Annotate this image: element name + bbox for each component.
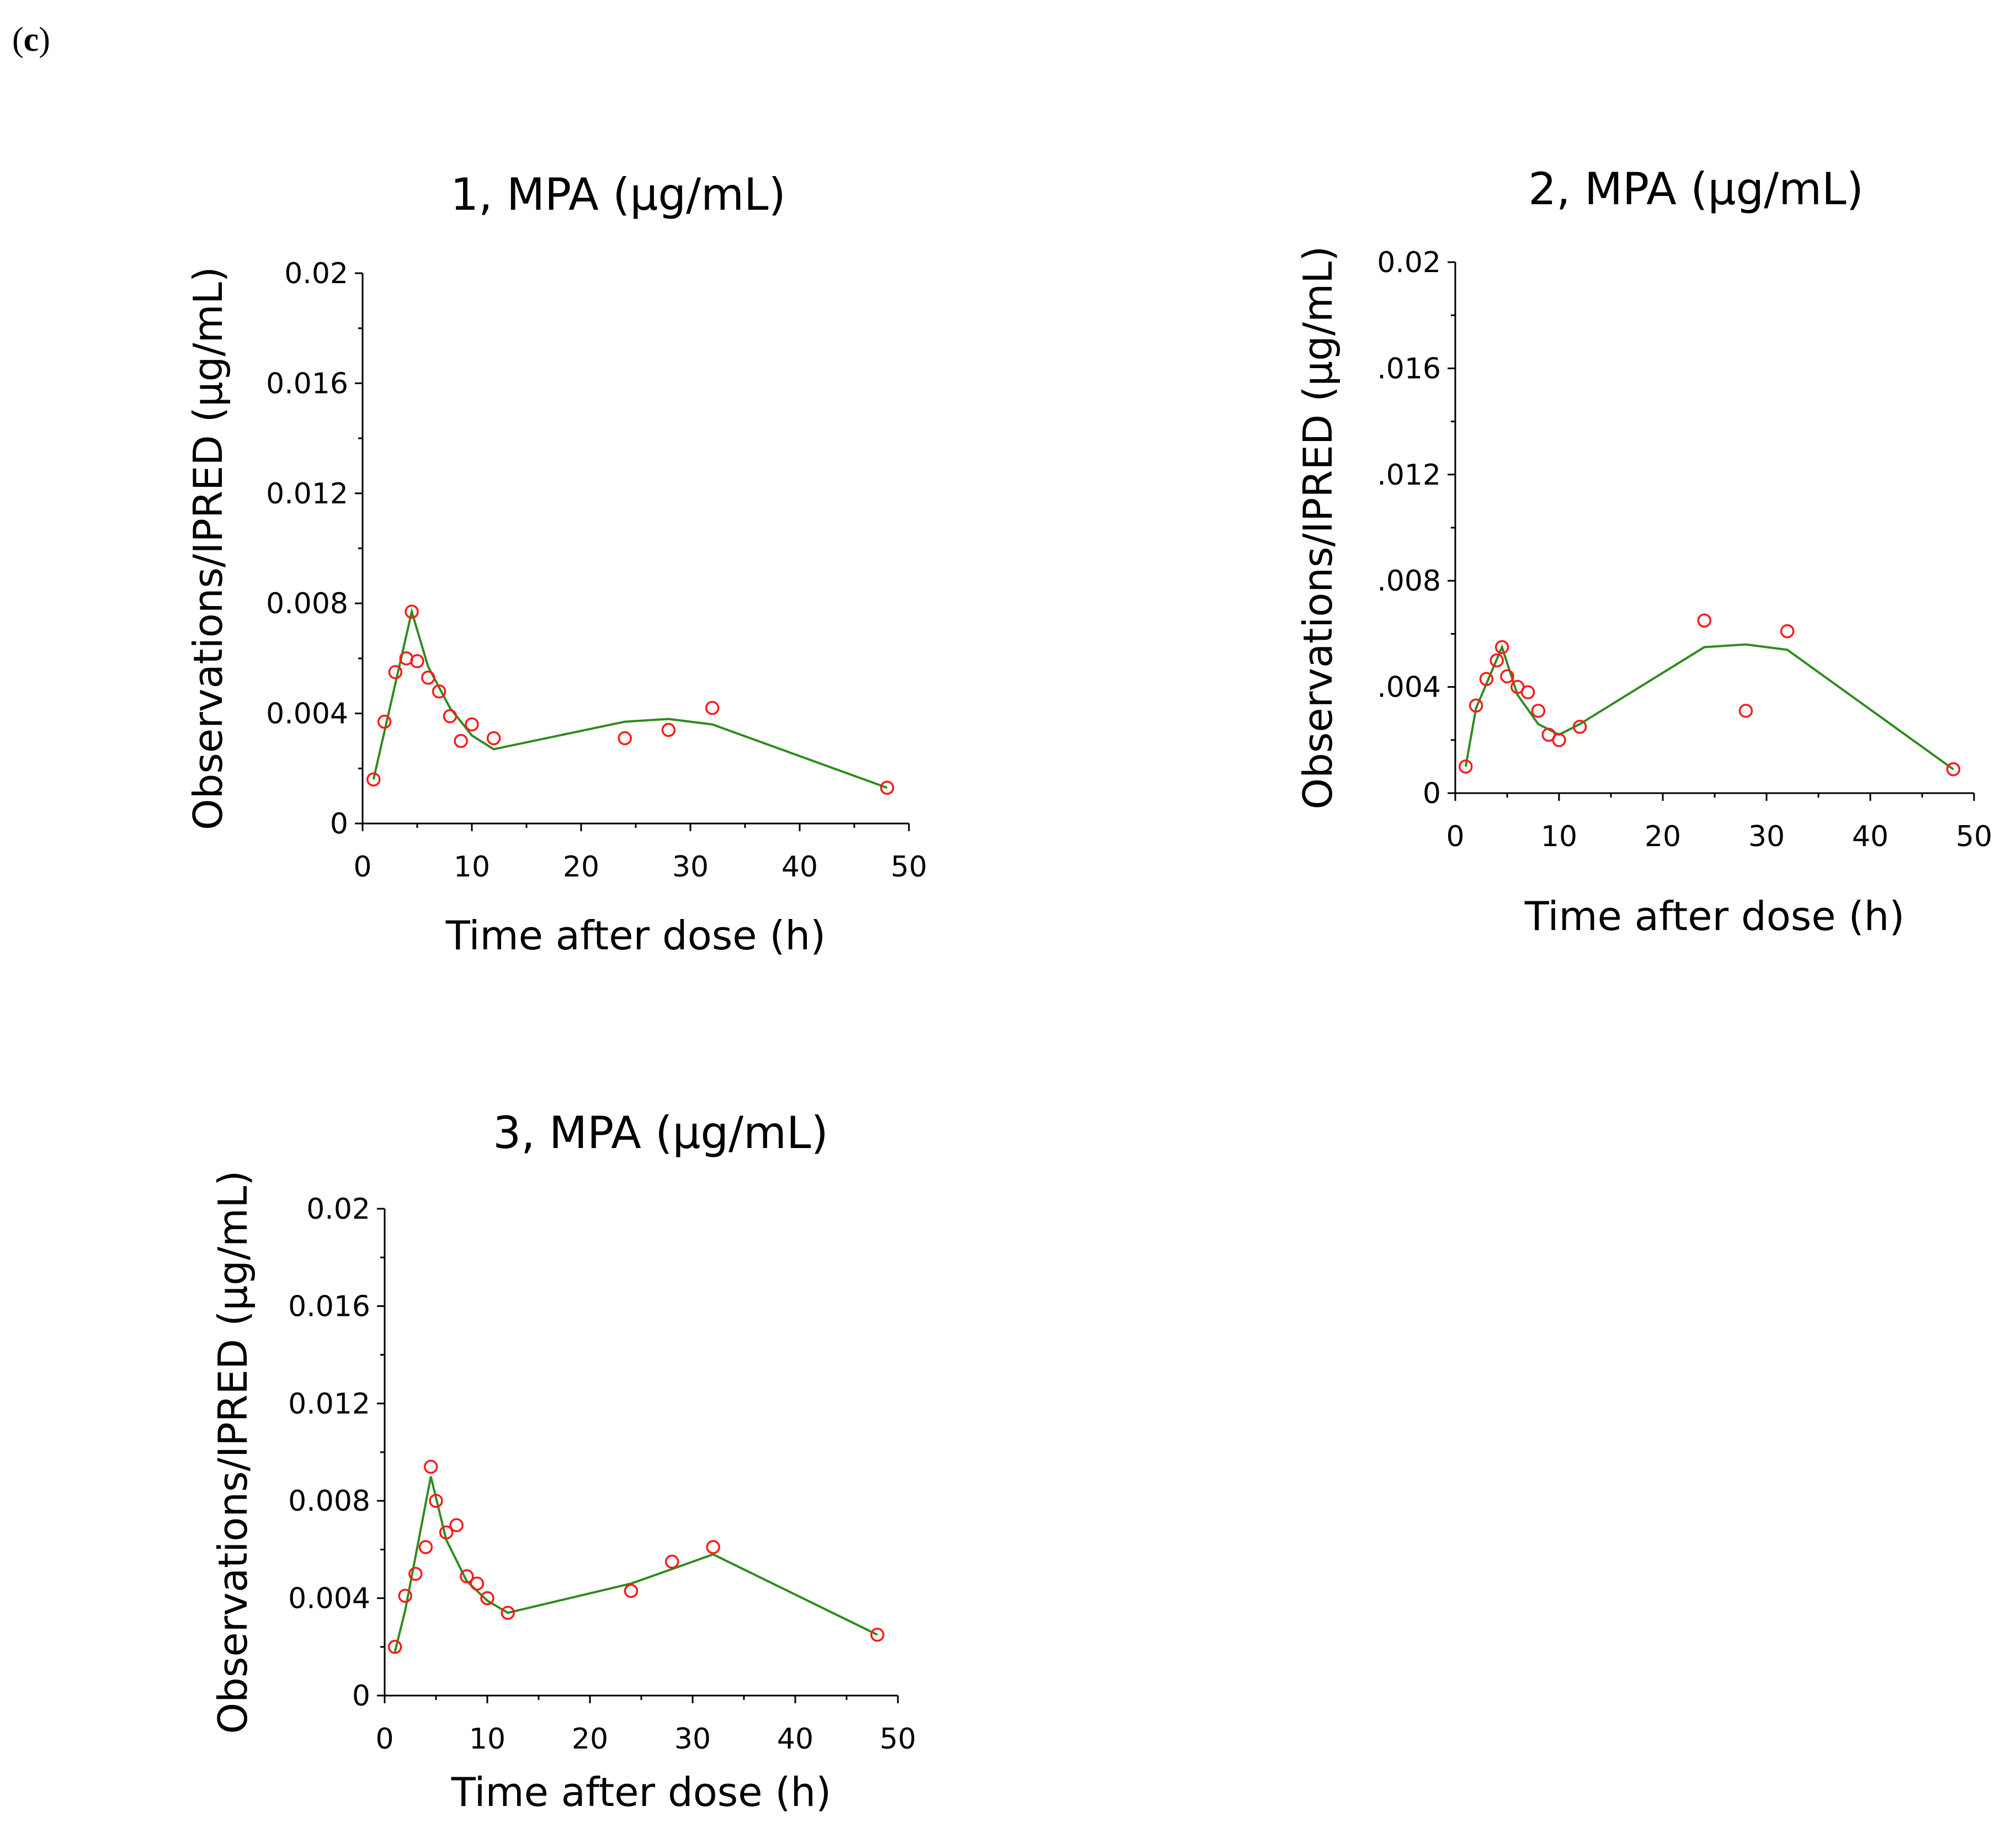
x-tick-label: 40 xyxy=(777,1723,813,1756)
observation-point xyxy=(1490,653,1504,668)
observation-point xyxy=(388,665,403,679)
y-tick-label: 0.004 xyxy=(266,698,348,731)
observation-point xyxy=(387,1640,402,1654)
ipred-line xyxy=(372,607,888,789)
observation-point xyxy=(1572,720,1587,734)
chart-panel-3: 3, MPA (µg/mL) 0 0.004 0.008 0.012 0.016 0.02 0… xyxy=(210,1107,916,1815)
observation-point xyxy=(460,1569,474,1584)
observation-point xyxy=(1552,733,1566,747)
panel-label: (c) xyxy=(12,21,50,59)
ipred-line xyxy=(1464,643,1954,771)
observation-point xyxy=(706,1540,720,1554)
chart-title: 2, MPA (µg/mL) xyxy=(1528,163,1864,215)
x-tick-label: 0 xyxy=(1446,820,1464,853)
y-tick-label: 0.02 xyxy=(306,1193,370,1226)
x-tick-label: 20 xyxy=(563,851,599,884)
x-tick-label: 10 xyxy=(469,1723,506,1756)
observation-point xyxy=(366,772,381,787)
chart-panel-2: 2, MPA (µg/mL) 0 .004 .008 .012 .016 0.02 0 10 20… xyxy=(1295,163,1992,939)
observation-point xyxy=(1946,762,1961,777)
observation-point xyxy=(1479,672,1494,686)
x-tick-label: 10 xyxy=(1541,820,1577,853)
y-tick-label: .004 xyxy=(1377,671,1441,704)
observation-point xyxy=(465,717,479,732)
observation-point xyxy=(501,1606,515,1620)
observation-point xyxy=(705,700,720,715)
x-tick-label: 30 xyxy=(1748,820,1785,853)
x-tick-label: 0 xyxy=(375,1723,393,1756)
charts: 1, MPA (µg/mL)00.0040.0080.0120.0160.020… xyxy=(185,163,1992,1815)
chart-title: 3, MPA (µg/mL) xyxy=(493,1107,828,1159)
observation-point xyxy=(410,654,424,668)
observation-point xyxy=(618,731,632,746)
x-tick-label: 0 xyxy=(353,851,371,884)
observation-point xyxy=(408,1566,423,1581)
y-tick-label: 0 xyxy=(1423,777,1441,810)
y-axis-title: Observations/IPRED (µg/mL) xyxy=(1295,246,1341,810)
observation-point xyxy=(624,1584,639,1598)
observation-point xyxy=(1531,704,1546,718)
y-tick-label: 0.016 xyxy=(266,367,348,400)
y-tick-label: .008 xyxy=(1377,565,1441,598)
x-tick-label: 20 xyxy=(1645,820,1681,853)
observation-point xyxy=(870,1628,885,1642)
y-tick-label: 0.02 xyxy=(1377,246,1441,279)
y-tick-label: 0.012 xyxy=(288,1388,370,1421)
observation-point xyxy=(1738,704,1753,718)
observation-point xyxy=(398,1588,412,1603)
x-axis-title: Time after dose (h) xyxy=(451,1769,832,1815)
observation-point xyxy=(449,1518,464,1533)
y-axis-title: Observations/IPRED (µg/mL) xyxy=(210,1171,256,1734)
observation-point xyxy=(665,1554,679,1569)
observation-point xyxy=(429,1494,443,1508)
observation-point xyxy=(421,671,435,685)
observation-point xyxy=(1459,759,1473,774)
ipred-line xyxy=(393,1476,878,1653)
x-tick-label: 30 xyxy=(672,851,709,884)
observation-point xyxy=(432,684,446,699)
y-tick-label: .012 xyxy=(1377,459,1441,492)
x-tick-label: 50 xyxy=(891,851,927,884)
observation-point xyxy=(486,731,501,746)
observation-point xyxy=(443,709,458,724)
observation-point xyxy=(454,734,468,748)
observation-point xyxy=(661,722,676,737)
y-tick-label: 0.02 xyxy=(284,257,348,290)
observation-point xyxy=(480,1591,494,1606)
observation-point xyxy=(439,1525,454,1540)
y-tick-label: 0.016 xyxy=(288,1290,370,1323)
observation-point xyxy=(418,1540,433,1554)
y-tick-label: 0.008 xyxy=(288,1485,370,1518)
x-tick-label: 40 xyxy=(781,851,818,884)
observation-point xyxy=(1494,640,1509,655)
observation-point xyxy=(1780,624,1795,639)
y-tick-label: 0.004 xyxy=(288,1582,370,1616)
chart-title: 1, MPA (µg/mL) xyxy=(450,169,786,220)
x-tick-label: 50 xyxy=(880,1723,916,1756)
observation-point xyxy=(377,714,392,729)
x-tick-label: 50 xyxy=(1956,820,1992,853)
y-tick-label: 0.012 xyxy=(266,477,348,511)
observation-point xyxy=(423,1459,438,1474)
x-axis-title: Time after dose (h) xyxy=(445,912,826,959)
y-tick-label: 0 xyxy=(352,1680,370,1713)
observation-point xyxy=(405,604,419,619)
observation-point xyxy=(1469,698,1483,713)
y-axis-title: Observations/IPRED (µg/mL) xyxy=(185,267,231,830)
y-tick-label: 0.008 xyxy=(266,587,348,620)
observation-point xyxy=(1500,669,1514,684)
x-tick-label: 30 xyxy=(674,1723,711,1756)
observation-point xyxy=(1697,613,1711,628)
y-tick-label: .016 xyxy=(1377,352,1441,385)
x-tick-label: 10 xyxy=(454,851,490,884)
observation-point xyxy=(470,1576,485,1591)
observation-point xyxy=(1520,685,1535,699)
x-tick-label: 40 xyxy=(1852,820,1889,853)
y-tick-label: 0 xyxy=(330,807,348,841)
chart-panel-1: 1, MPA (µg/mL) 0 0.004 0.008 0.012 0.016 0.02 0… xyxy=(185,169,927,959)
x-axis-title: Time after dose (h) xyxy=(1524,893,1905,939)
observation-point xyxy=(880,780,895,795)
x-tick-label: 20 xyxy=(572,1723,608,1756)
